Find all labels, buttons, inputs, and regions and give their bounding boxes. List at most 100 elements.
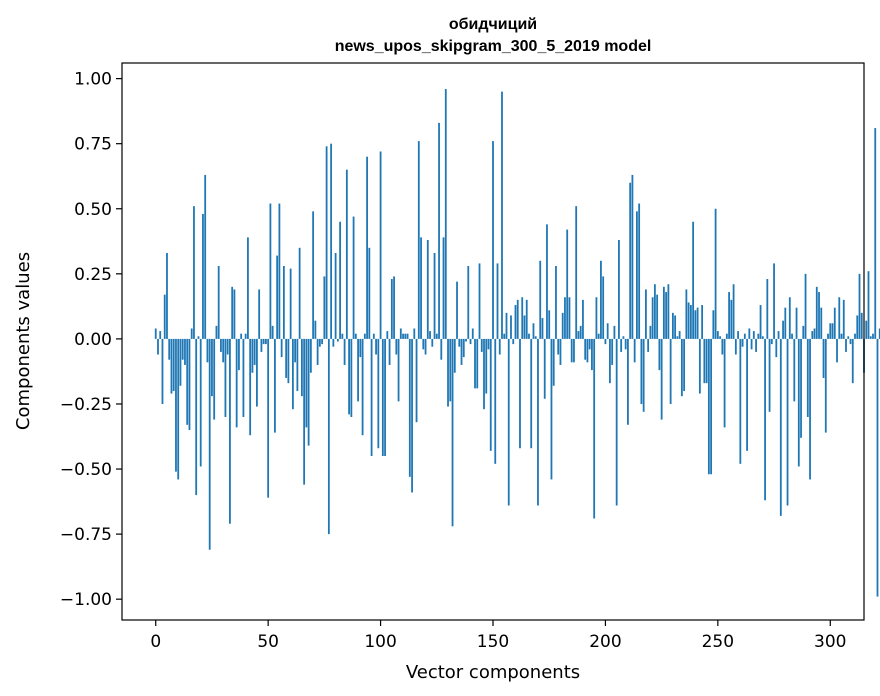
bar-89 <box>354 333 357 339</box>
bar-112 <box>406 333 409 339</box>
bar-251 <box>719 336 721 339</box>
bar-114 <box>411 338 413 493</box>
bar-49 <box>265 338 267 345</box>
bar-204 <box>613 325 616 339</box>
bar-178 <box>555 266 557 339</box>
bar-279 <box>782 320 784 339</box>
bar-193 <box>588 338 591 350</box>
bar-36 <box>235 338 238 428</box>
bar-312 <box>856 315 859 339</box>
y-axis-ticks: −1.00 −0.75 −0.50 −0.25 0.00 0.25 0.50 0.75 1.00 <box>60 70 122 610</box>
bar-277 <box>777 331 780 339</box>
bar-52 <box>271 325 274 339</box>
bar-316 <box>865 320 868 339</box>
bar-296 <box>820 307 823 339</box>
bar-221 <box>651 297 654 339</box>
bar-48 <box>262 338 265 345</box>
bar-264 <box>748 328 751 339</box>
bar-65 <box>300 338 303 397</box>
x-tick-label: 300 <box>814 632 846 652</box>
bar-294 <box>815 286 818 339</box>
bar-280 <box>784 307 787 339</box>
x-tick-label: 200 <box>589 632 621 652</box>
bar-176 <box>550 338 553 480</box>
bar-38 <box>240 333 243 339</box>
bar-122 <box>429 331 431 339</box>
bar-115 <box>413 328 416 339</box>
bar-232 <box>676 336 679 339</box>
y-tick-label: −0.75 <box>60 525 112 545</box>
bar-72 <box>316 338 319 365</box>
bar-237 <box>687 302 690 339</box>
bar-74 <box>321 338 324 345</box>
bar-174 <box>546 224 548 339</box>
bar-30 <box>222 338 225 363</box>
bar-265 <box>750 338 753 350</box>
bar-35 <box>233 289 236 339</box>
bar-80 <box>334 253 337 339</box>
bar-212 <box>631 174 634 339</box>
bar-79 <box>332 338 335 347</box>
bar-116 <box>415 338 418 423</box>
bar-41 <box>247 237 249 339</box>
bar-160 <box>514 305 517 339</box>
bar-131 <box>449 338 452 402</box>
bar-145 <box>480 338 483 352</box>
bar-233 <box>678 331 681 339</box>
bar-179 <box>557 338 560 355</box>
bar-258 <box>734 338 737 355</box>
bar-260 <box>739 338 742 464</box>
bar-161 <box>516 299 519 339</box>
bar-77 <box>327 338 330 535</box>
bar-59 <box>287 338 290 384</box>
bar-117 <box>417 141 420 339</box>
bar-230 <box>671 312 674 339</box>
bar-93 <box>363 333 366 339</box>
y-tick-label: −1.00 <box>60 590 112 610</box>
bar-23 <box>206 338 209 363</box>
y-tick-label: 0.25 <box>74 265 112 285</box>
bar-285 <box>795 307 798 339</box>
bar-247 <box>710 338 712 475</box>
bar-130 <box>447 338 449 407</box>
bar-162 <box>519 338 521 449</box>
bar-293 <box>813 328 816 339</box>
bar-224 <box>658 338 661 371</box>
bar-9 <box>175 338 177 472</box>
bar-90 <box>357 338 359 402</box>
bar-21 <box>202 213 204 339</box>
bar-241 <box>696 307 699 339</box>
bar-214 <box>636 211 638 339</box>
bar-110 <box>402 333 404 339</box>
bar-268 <box>757 333 760 339</box>
bar-203 <box>611 338 614 365</box>
bar-87 <box>350 338 353 417</box>
bar-151 <box>494 338 497 464</box>
bar-250 <box>716 331 719 339</box>
bar-98 <box>375 338 377 355</box>
bar-57 <box>282 266 285 339</box>
bar-118 <box>420 237 422 339</box>
bar-199 <box>602 276 605 339</box>
bar-289 <box>804 273 807 339</box>
bar-121 <box>426 239 429 339</box>
bar-133 <box>453 338 456 373</box>
bar-252 <box>721 338 724 355</box>
bar-295 <box>818 292 820 339</box>
bar-291 <box>809 338 811 480</box>
bar-132 <box>451 338 454 527</box>
bar-20 <box>199 338 202 467</box>
bar-259 <box>737 331 739 339</box>
bar-192 <box>586 338 589 363</box>
bar-100 <box>379 151 382 339</box>
bar-172 <box>541 318 544 339</box>
bar-244 <box>703 338 706 384</box>
bar-22 <box>204 174 207 339</box>
bar-17 <box>193 206 195 339</box>
bar-166 <box>528 333 530 339</box>
bar-85 <box>345 169 348 339</box>
bars-group <box>154 89 880 597</box>
bar-113 <box>408 338 411 477</box>
bar-270 <box>761 336 764 339</box>
bar-180 <box>559 338 562 365</box>
